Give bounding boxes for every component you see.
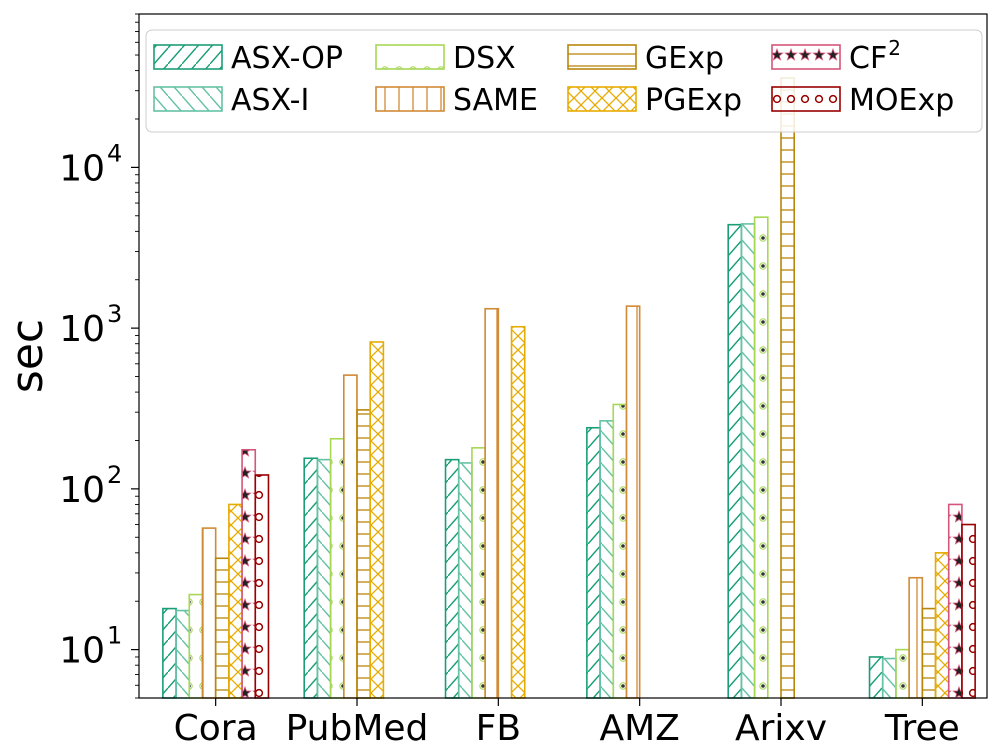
bar-arixv-dsx	[753, 216, 769, 699]
bar-pubmed-pgexp	[369, 341, 385, 699]
legend-label-superscript: 2	[888, 36, 901, 60]
x-tick-label-arixv: Arixv	[735, 708, 827, 747]
bar-arixv-gexp	[780, 77, 795, 699]
bar-cora-cf	[241, 448, 257, 699]
x-tick-label-fb: FB	[476, 708, 521, 747]
legend-entry-pgexp: PGExp	[567, 83, 742, 118]
bar-pubmed-asx-op	[303, 457, 319, 699]
x-tick-label-pubmed: PubMed	[286, 708, 429, 747]
bar-cora-dsx	[188, 593, 204, 699]
bar-tree-gexp	[921, 607, 937, 699]
bar-amz-asx-i	[599, 420, 615, 699]
legend-swatch	[567, 44, 637, 70]
y-tick-exponent: 2	[107, 461, 122, 489]
y-axis-label: sec	[2, 319, 53, 393]
legend-swatch	[153, 86, 223, 112]
legend-label: CF	[849, 41, 887, 76]
y-tick-label: 10	[59, 631, 105, 672]
bar-pubmed-asx-i	[316, 458, 332, 699]
legend-label: DSX	[453, 41, 516, 76]
bar-amz-same	[625, 305, 641, 699]
y-tick-exponent: 4	[107, 139, 122, 167]
bar-tree-cf	[947, 503, 963, 699]
bar-amz-dsx	[612, 403, 628, 699]
bar-tree-asx-i	[881, 657, 897, 699]
x-tick-label-amz: AMZ	[599, 708, 679, 747]
bar-cora-moexp	[254, 474, 270, 699]
legend-entry-dsx: DSX	[375, 41, 516, 76]
bar-fb-same	[484, 307, 500, 699]
x-axis-ticks: Cora PubMed FB AMZ Arixv Tree	[174, 698, 960, 747]
legend-entry-asx-op: ASX-OP	[153, 41, 343, 76]
legend-label: PGExp	[645, 83, 742, 118]
y-tick-exponent: 1	[107, 622, 122, 650]
x-tick-label-cora: Cora	[174, 708, 258, 747]
legend-swatch	[375, 86, 445, 112]
bar-arixv-asx-i	[740, 223, 756, 699]
legend-entry-cf: CF 2	[771, 36, 901, 76]
y-tick-label: 10	[59, 148, 105, 189]
bar-tree-asx-op	[868, 656, 884, 699]
legend-swatch	[375, 44, 445, 70]
bar-amz-asx-op	[586, 426, 601, 699]
legend-label: ASX-OP	[231, 41, 343, 76]
legend-swatch	[153, 44, 223, 70]
bar-fb-dsx	[471, 447, 486, 699]
legend-swatch	[771, 86, 841, 112]
legend: ASX-OP ASX-I DSX SAME GExp PGExp CF 2 MOExp	[145, 29, 983, 133]
x-tick-label-tree: Tree	[884, 708, 960, 747]
bar-cora-pgexp	[228, 503, 243, 699]
y-tick-exponent: 3	[107, 300, 122, 328]
bar-tree-dsx	[895, 648, 910, 699]
bar-fb-asx-i	[457, 462, 473, 699]
bar-tree-pgexp	[934, 552, 950, 699]
legend-swatch	[771, 44, 841, 70]
bar-tree-same	[908, 576, 924, 699]
bar-pubmed-same	[342, 374, 358, 699]
axes-frame	[138, 13, 988, 699]
bar-fb-pgexp	[510, 325, 526, 699]
bar-arixv-asx-op	[727, 223, 743, 699]
legend-entry-moexp: MOExp	[771, 83, 954, 118]
legend-label: GExp	[645, 41, 724, 76]
legend-label: SAME	[453, 83, 538, 118]
legend-entry-gexp: GExp	[567, 41, 724, 76]
bar-cora-asx-i	[175, 609, 191, 699]
legend-label: MOExp	[849, 83, 954, 118]
y-tick-label: 10	[59, 470, 105, 511]
bar-pubmed-dsx	[329, 437, 345, 699]
bar-cora-asx-op	[162, 607, 177, 699]
bar-pubmed-gexp	[356, 409, 371, 699]
y-tick-label: 10	[59, 309, 105, 350]
legend-entry-same: SAME	[375, 83, 538, 118]
legend-entry-asx-i: ASX-I	[153, 83, 309, 118]
bar-cora-gexp	[214, 557, 230, 699]
bar-cora-same	[201, 527, 217, 699]
bar-tree-moexp	[961, 523, 976, 699]
legend-swatch	[567, 86, 637, 112]
legend-label: ASX-I	[231, 83, 309, 118]
bar-fb-asx-op	[444, 458, 460, 699]
